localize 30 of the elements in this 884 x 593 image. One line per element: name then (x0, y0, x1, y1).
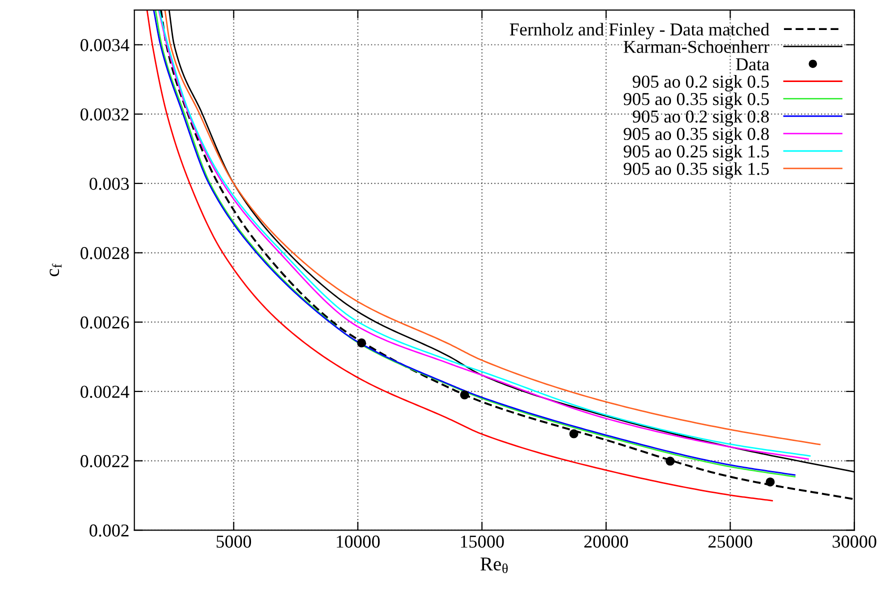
legend-label: Data (736, 58, 770, 70)
y-tick-label: 0.0026 (80, 316, 129, 329)
legend-label: 905 ao 0.2 sigk 0.8 (632, 110, 769, 126)
legend-label: 905 ao 0.35 sigk 0.8 (624, 127, 769, 144)
y-tick-label: 0.0022 (80, 455, 129, 468)
point (666, 456, 675, 466)
point (569, 429, 578, 438)
y-tick-label: 0.0032 (80, 108, 129, 121)
y-tick-label: 0.0028 (80, 247, 129, 260)
x-tick-label: 20000 (584, 536, 628, 548)
y-axis-title: c$_{f}$ (50, 264, 62, 276)
x-tick-label: 5000 (216, 536, 252, 548)
legend-label: 905 ao 0.2 sigk 0.5 (632, 75, 769, 92)
y-tick-label: 0.002 (90, 524, 129, 537)
x-tick-label: 25000 (708, 536, 752, 548)
legend-label: Karman-Schoenherr (624, 40, 770, 53)
legend-label: 905 ao 0.35 sigk 0.5 (624, 92, 769, 109)
point (766, 477, 775, 486)
x-tick-label: 10000 (336, 536, 380, 548)
x-axis-title: Re$_{θ}$ (480, 558, 508, 574)
point (460, 390, 470, 400)
legend-label: 905 ao 0.35 sigk 1.5 (624, 162, 769, 179)
x-tick-label: 15000 (460, 536, 504, 548)
y-tick-label: 0.0024 (80, 386, 130, 398)
point (357, 338, 366, 348)
y-tick-label: 0.003 (90, 178, 129, 190)
legend-label: 905 ao 0.25 sigk 1.5 (624, 144, 769, 162)
x-tick-label: 30000 (832, 536, 876, 548)
legend-label: Fernholz and Finley - Data matched (510, 22, 770, 40)
y-tick-label: 0.0034 (80, 39, 130, 52)
